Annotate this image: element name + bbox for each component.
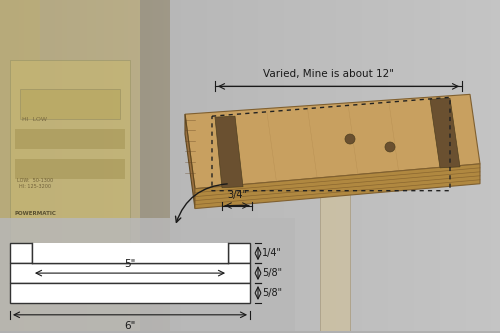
Bar: [0, 218, 295, 331]
Circle shape: [385, 142, 395, 152]
Polygon shape: [185, 114, 195, 208]
Bar: [15, 129, 125, 149]
Text: 5/8": 5/8": [262, 288, 282, 298]
Polygon shape: [195, 164, 480, 208]
Bar: [40, 0, 140, 331]
Polygon shape: [215, 116, 243, 188]
Bar: [15, 159, 125, 179]
Polygon shape: [185, 94, 480, 189]
Bar: [320, 149, 350, 331]
Bar: [10, 243, 32, 263]
Text: HI  LOW: HI LOW: [22, 117, 48, 122]
Polygon shape: [430, 98, 460, 168]
Text: 5": 5": [124, 259, 136, 269]
Bar: [10, 60, 130, 258]
Bar: [0, 0, 40, 331]
Bar: [10, 263, 250, 283]
Text: 1/4": 1/4": [262, 248, 282, 258]
Bar: [10, 283, 250, 303]
Text: LOW:  50-1300
HI: 125-3200: LOW: 50-1300 HI: 125-3200: [17, 178, 53, 189]
Text: 5/8": 5/8": [262, 268, 282, 278]
Bar: [32, 243, 228, 263]
Text: 3/4": 3/4": [227, 189, 247, 199]
Text: 6": 6": [124, 321, 136, 331]
Text: POWERMATIC: POWERMATIC: [14, 211, 56, 216]
Bar: [20, 89, 120, 119]
Bar: [228, 243, 250, 263]
Text: Varied, Mine is about 12": Varied, Mine is about 12": [263, 70, 394, 80]
Circle shape: [345, 134, 355, 144]
